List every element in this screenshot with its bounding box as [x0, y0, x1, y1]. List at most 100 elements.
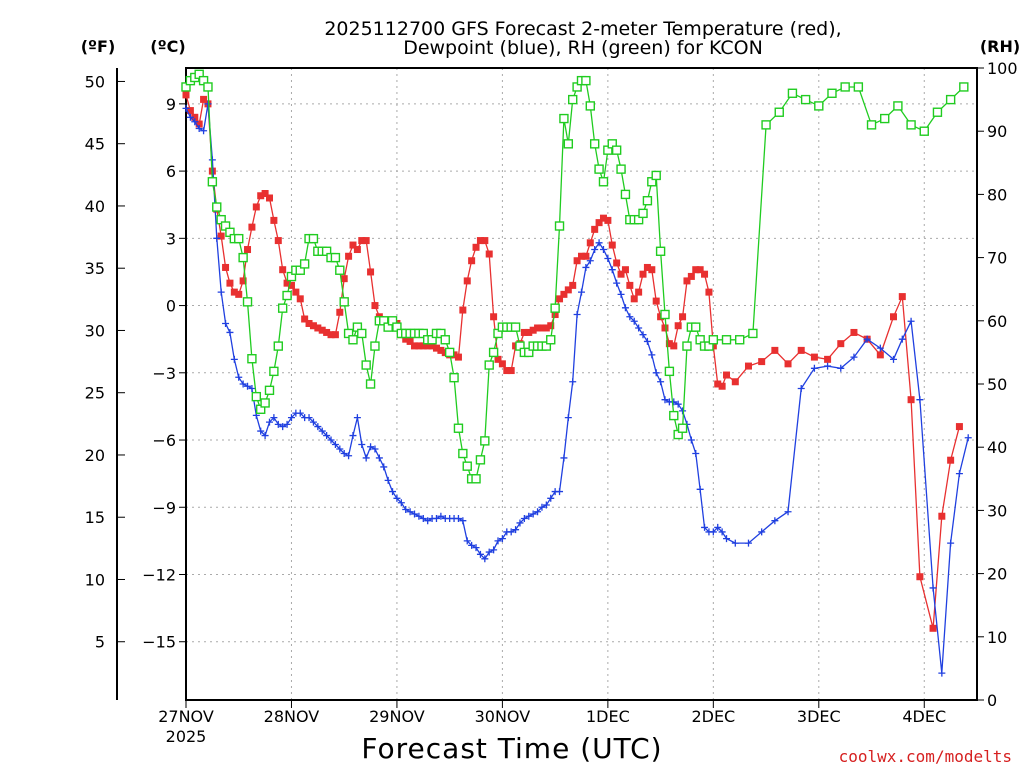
rh-tick-label: 0: [987, 691, 997, 710]
rh-point: [827, 88, 837, 98]
temperature-point: [274, 237, 282, 245]
credit-link[interactable]: coolwx.com/modelts: [839, 747, 1012, 766]
rh-point: [585, 101, 595, 111]
dewpoint-point: [389, 488, 397, 496]
temperature-point: [217, 232, 225, 240]
rh-point: [611, 145, 622, 155]
temperature-point: [318, 326, 326, 334]
rh-tick-label: 70: [987, 249, 1007, 268]
rh-point: [444, 347, 455, 358]
rh-point: [234, 233, 244, 244]
rh-tick-label: 100: [987, 59, 1018, 78]
dewpoint-point: [696, 485, 704, 493]
rh-point: [365, 379, 376, 389]
temperature-point: [547, 322, 555, 330]
axes: 27NOV 28NOV 29NOV 30NOV 1DEC 2DEC 3DEC 4DEC2025…: [85, 59, 1018, 746]
celsius-tick-label: 3: [166, 229, 176, 248]
temperature-point: [758, 358, 766, 366]
dewpoint-point: [230, 355, 238, 363]
rh-point: [299, 259, 310, 269]
celsius-tick-label: −15: [142, 633, 176, 652]
temperature-point: [639, 270, 647, 278]
celsius-tick-label: 0: [166, 297, 176, 316]
dewpoint-point: [516, 519, 524, 527]
rh-point: [660, 309, 670, 320]
rh-point: [598, 177, 609, 187]
dewpoint-point: [406, 508, 414, 516]
temperature-point: [195, 120, 203, 128]
dewpoint-point: [718, 528, 726, 536]
rh-point: [488, 347, 499, 358]
dewpoint-point: [204, 100, 212, 108]
celsius-tick-label: −3: [152, 364, 176, 383]
chart-title-line1: 2025112700 GFS Forecast 2-meter Temperat…: [324, 18, 841, 40]
x-tick-label: 3DEC: [797, 707, 841, 726]
dewpoint-point: [380, 463, 388, 471]
temperature-point: [182, 91, 190, 99]
dewpoint-point: [573, 311, 581, 319]
dewpoint-point: [542, 501, 550, 509]
fahrenheit-tick-label: 50: [85, 72, 105, 91]
temperature-point: [235, 290, 243, 298]
temperature-point: [244, 246, 252, 254]
temperature-point: [349, 241, 357, 249]
rh-point: [880, 113, 890, 124]
rh-point: [866, 120, 877, 130]
dewpoint-point: [608, 266, 616, 274]
temperature-point: [837, 340, 845, 348]
temperature-point: [573, 257, 581, 265]
temperature-point: [723, 371, 731, 379]
dewpoint-point: [525, 512, 533, 520]
dewpoint-point: [415, 512, 423, 520]
rh-point: [642, 196, 653, 206]
temperature-point: [494, 355, 502, 363]
temperature-series: [182, 91, 963, 632]
temperature-point: [432, 344, 440, 352]
celsius-tick-label: −12: [142, 565, 176, 584]
x-tick-label: 29NOV: [369, 707, 425, 726]
dewpoint-point: [674, 400, 682, 408]
temperature-point: [731, 378, 739, 386]
temperature-point: [898, 293, 906, 301]
dewpoint-point: [327, 436, 335, 444]
rh-point: [708, 335, 719, 345]
series-layer: [181, 69, 972, 677]
dewpoint-point: [890, 355, 898, 363]
dewpoint-point: [472, 544, 480, 552]
temperature-point: [643, 263, 651, 271]
temperature-point: [714, 380, 722, 388]
x-tick-label: 27NOV: [158, 707, 214, 726]
dewpoint-point: [657, 378, 665, 386]
dewpoint-point: [810, 364, 818, 372]
dewpoint-point: [358, 441, 366, 449]
rh-tick-label: 30: [987, 501, 1007, 520]
temperature-point: [459, 306, 467, 314]
rh-point: [453, 423, 464, 433]
rh-point: [484, 360, 494, 370]
dewpoint-point: [955, 470, 963, 478]
temperature-point: [498, 360, 506, 368]
x-tick-label: 28NOV: [264, 707, 320, 726]
dewpoint-point: [687, 436, 695, 444]
rh-point: [691, 322, 701, 332]
dewpoint-point: [248, 384, 256, 392]
rh-tick-label: 90: [987, 122, 1007, 141]
temperature-point: [578, 252, 585, 260]
temperature-point: [323, 328, 331, 336]
dewpoint-point: [323, 432, 331, 440]
temperature-point: [551, 311, 559, 319]
temperature-point: [402, 335, 410, 343]
temperature-point: [476, 237, 484, 245]
fahrenheit-tick-label: 15: [85, 508, 105, 527]
temperature-point: [437, 346, 445, 354]
rh-tick-label: 20: [987, 565, 1007, 584]
dewpoint-point: [283, 420, 291, 428]
temperature-point: [542, 324, 550, 332]
rh-point: [273, 341, 283, 351]
dewpoint-point: [643, 337, 651, 345]
temperature-point: [696, 266, 704, 274]
temperature-point: [648, 266, 656, 274]
temperature-point: [876, 351, 884, 359]
temperature-point: [670, 342, 678, 350]
fahrenheit-unit-label: (ºF): [81, 37, 116, 56]
